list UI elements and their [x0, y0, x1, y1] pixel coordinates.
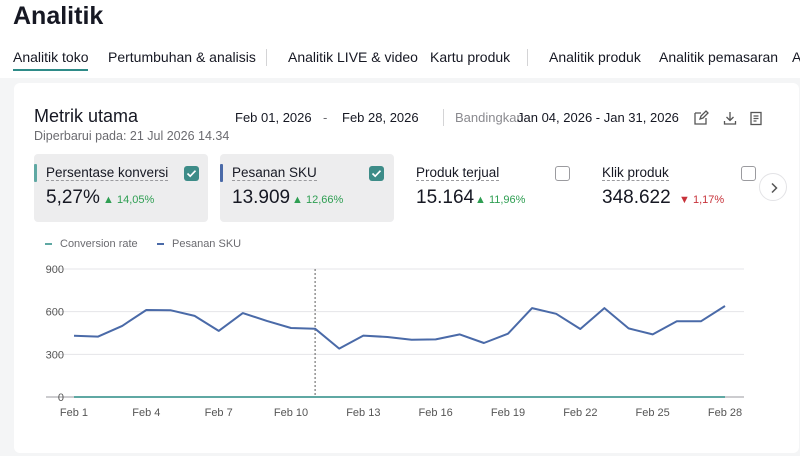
- x-tick-label: Feb 7: [205, 407, 233, 419]
- clipboard-icon[interactable]: [748, 110, 764, 126]
- tab-kartu-produk[interactable]: Kartu produk: [430, 49, 511, 65]
- toolbar-divider: [443, 109, 444, 126]
- metric-card-product-clicks[interactable]: Klik produk 348.622 ▼ 1,17%: [590, 154, 764, 222]
- check-icon: [371, 170, 382, 178]
- download-icon[interactable]: [722, 110, 738, 126]
- legend-label: Conversion rate: [60, 238, 138, 250]
- metric-label: Klik produk: [602, 165, 669, 181]
- series-color-bar: [34, 164, 37, 182]
- metric-card-sku-orders[interactable]: Pesanan SKU 13.909 ▲ 12,66%: [220, 154, 394, 222]
- metric-change: ▲ 11,96%: [475, 194, 525, 206]
- metric-change: ▼ 1,17%: [679, 194, 724, 206]
- series-color-bar: [220, 164, 223, 182]
- arrow-up-icon: ▲: [103, 194, 117, 206]
- compare-label: Bandingkan: [455, 110, 524, 125]
- tab-divider: [527, 49, 528, 66]
- legend-item-conversion[interactable]: Conversion rate: [45, 238, 138, 250]
- date-separator: -: [323, 110, 328, 125]
- page-title: Analitik: [13, 2, 104, 30]
- x-tick-label: Feb 25: [636, 407, 670, 419]
- tab-divider: [266, 49, 267, 66]
- arrow-down-icon: ▼: [679, 194, 693, 206]
- tab-analitik-live-video[interactable]: Analitik LIVE & video: [288, 49, 418, 65]
- tab-overflow[interactable]: A: [792, 49, 800, 65]
- arrow-up-icon: ▲: [292, 194, 306, 206]
- tab-analitik-toko[interactable]: Analitik toko: [13, 49, 89, 71]
- x-tick-label: Feb 19: [491, 407, 525, 419]
- metric-value: 5,27%: [46, 187, 100, 208]
- metric-change-value: 1,17%: [692, 194, 725, 206]
- compare-date-picker[interactable]: Jan 04, 2026 - Jan 31, 2026: [517, 110, 679, 125]
- edit-icon[interactable]: [693, 110, 709, 126]
- metric-change: ▲ 14,05%: [103, 194, 154, 206]
- y-tick-label: 600: [46, 307, 64, 319]
- metrics-card: Metrik utama Diperbarui pada: 21 Jul 202…: [14, 83, 799, 453]
- date-end-picker[interactable]: Feb 28, 2026: [342, 110, 419, 125]
- metric-change-value: 14,05%: [116, 194, 155, 206]
- tab-pertumbuhan-analisis[interactable]: Pertumbuhan & analisis: [108, 49, 256, 65]
- y-tick-label: 300: [46, 349, 64, 361]
- metric-label: Pesanan SKU: [232, 165, 317, 181]
- metric-value: 348.622: [602, 187, 671, 208]
- metric-label: Persentase konversi: [46, 165, 169, 181]
- tab-analitik-produk[interactable]: Analitik produk: [549, 49, 641, 65]
- metric-checkbox[interactable]: [555, 166, 570, 181]
- check-icon: [186, 170, 197, 178]
- x-tick-label: Feb 4: [132, 407, 160, 419]
- metric-label: Produk terjual: [416, 165, 500, 181]
- line-chart: 900 600 300 0 Feb 1 Feb 4 Feb 7 Feb 10 Feb 13 Feb…: [46, 264, 744, 419]
- arrow-up-icon: ▲: [475, 194, 489, 206]
- metric-change: ▲ 12,66%: [292, 194, 343, 206]
- series-line-sku-orders: [73, 305, 726, 350]
- legend-label: Pesanan SKU: [172, 238, 242, 250]
- tab-bar: Analitik toko Pertumbuhan & analisis Ana…: [0, 46, 800, 72]
- x-tick-label: Feb 10: [274, 407, 308, 419]
- metric-card-conversion[interactable]: Persentase konversi 5,27% ▲ 14,05%: [34, 154, 208, 222]
- legend-swatch: [45, 243, 52, 246]
- legend-item-sku-orders[interactable]: Pesanan SKU: [157, 238, 241, 250]
- legend-swatch: [157, 243, 164, 246]
- metric-change-value: 12,66%: [305, 194, 344, 206]
- metric-value: 13.909: [232, 187, 291, 208]
- x-tick-label: Feb 1: [60, 407, 88, 419]
- x-tick-label: Feb 13: [346, 407, 380, 419]
- tab-analitik-pemasaran[interactable]: Analitik pemasaran: [659, 49, 779, 65]
- next-metrics-button[interactable]: [759, 173, 787, 201]
- metric-change-value: 11,96%: [488, 194, 526, 206]
- x-tick-label: Feb 22: [563, 407, 597, 419]
- header-bar: Analitik Analitik toko Pertumbuhan & ana…: [0, 0, 800, 78]
- metric-value: 15.164: [416, 187, 475, 208]
- section-title: Metrik utama: [34, 106, 139, 126]
- x-tick-label: Feb 28: [708, 407, 742, 419]
- y-tick-label: 900: [46, 264, 64, 276]
- chevron-right-icon: [771, 182, 778, 194]
- metric-checkbox[interactable]: [369, 166, 384, 181]
- metric-checkbox[interactable]: [741, 166, 756, 181]
- y-tick-label: 0: [58, 392, 64, 404]
- metric-checkbox[interactable]: [184, 166, 199, 181]
- metric-card-products-sold[interactable]: Produk terjual 15.164 ▲ 11,96%: [404, 154, 578, 222]
- x-tick-label: Feb 16: [419, 407, 453, 419]
- updated-timestamp: Diperbarui pada: 21 Jul 2026 14.34: [34, 129, 230, 143]
- date-start-picker[interactable]: Feb 01, 2026: [235, 110, 312, 125]
